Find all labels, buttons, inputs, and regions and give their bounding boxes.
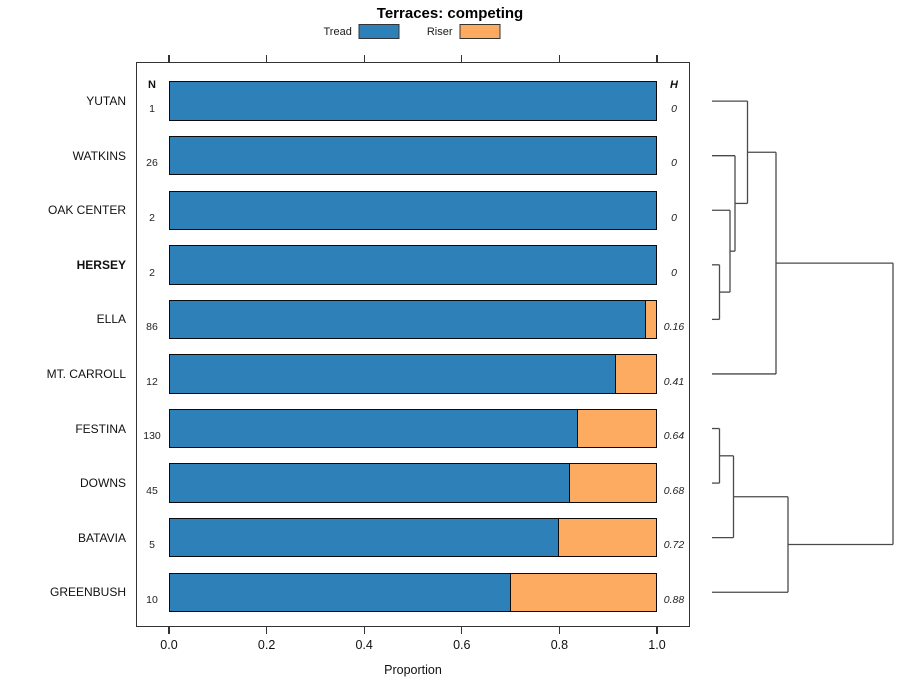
n-value: 2 xyxy=(149,212,155,225)
h-value: 0 xyxy=(671,102,677,115)
axis-tick-bottom xyxy=(363,627,365,634)
n-value: 2 xyxy=(149,266,155,279)
axis-tick-top xyxy=(461,55,463,62)
bar-segment-tread xyxy=(169,245,657,285)
legend-label: Tread xyxy=(323,25,352,38)
h-value: 0.88 xyxy=(663,594,685,607)
n-value: 26 xyxy=(146,157,158,170)
bar-segment-tread xyxy=(169,354,617,394)
category-label: YUTAN xyxy=(86,94,126,109)
x-axis-title: Proportion xyxy=(384,663,442,677)
category-label: GREENBUSH xyxy=(49,585,126,600)
n-value: 5 xyxy=(149,539,155,552)
axis-tick-top xyxy=(363,55,365,62)
legend-item-riser: Riser xyxy=(427,24,501,39)
axis-tick-label: 1.0 xyxy=(648,638,666,652)
n-column-header: N xyxy=(148,78,156,91)
h-value: 0.64 xyxy=(663,430,685,443)
n-value: 10 xyxy=(146,594,158,607)
axis-tick-bottom xyxy=(168,627,170,634)
axis-tick-bottom xyxy=(461,627,463,634)
bar-segment-tread xyxy=(169,517,560,558)
n-value: 86 xyxy=(146,321,158,334)
h-column-header: H xyxy=(670,78,678,91)
n-value: 1 xyxy=(149,102,155,115)
axis-tick-top xyxy=(265,55,268,62)
category-label: HERSEY xyxy=(76,257,126,272)
legend-swatch-riser xyxy=(459,24,501,39)
bar-segment-tread xyxy=(169,81,657,121)
h-value: 0 xyxy=(671,157,677,170)
bar-segment-tread xyxy=(169,135,657,176)
axis-tick-label: 0.2 xyxy=(257,638,276,652)
axis-tick-label: 0.4 xyxy=(355,638,373,652)
legend: Tread Riser xyxy=(324,24,501,39)
legend-swatch-tread xyxy=(358,24,400,39)
bar-segment-tread xyxy=(169,572,511,612)
axis-tick-bottom xyxy=(265,627,268,634)
category-label: DOWNS xyxy=(80,476,126,491)
category-label: MT. CARROLL xyxy=(46,366,126,381)
category-label: BATAVIA xyxy=(77,530,126,545)
category-label: FESTINA xyxy=(75,421,126,436)
legend-item-tread: Tread xyxy=(324,24,400,39)
chart-title: Terraces: competing xyxy=(376,5,524,22)
plot-area-border xyxy=(136,62,690,627)
n-value: 130 xyxy=(143,430,161,443)
h-value: 0.72 xyxy=(663,539,685,552)
bar-segment-tread xyxy=(169,408,578,449)
legend-label: Riser xyxy=(426,25,453,38)
category-label: OAK CENTER xyxy=(47,203,126,218)
category-label: ELLA xyxy=(96,312,126,327)
axis-tick-bottom xyxy=(656,627,658,634)
axis-tick-label: 0.6 xyxy=(453,638,471,652)
axis-tick-bottom xyxy=(558,627,561,634)
category-label: WATKINS xyxy=(72,148,126,163)
h-value: 0.41 xyxy=(663,375,685,388)
bar-segment-tread xyxy=(169,299,646,340)
bar-segment-tread xyxy=(169,190,657,230)
axis-tick-top xyxy=(558,55,561,62)
axis-tick-top xyxy=(168,55,170,62)
h-value: 0 xyxy=(671,266,677,279)
axis-tick-top xyxy=(656,55,658,62)
n-value: 45 xyxy=(146,484,158,497)
axis-tick-label: 0.8 xyxy=(550,638,569,652)
axis-tick-label: 0.0 xyxy=(160,638,178,652)
n-value: 12 xyxy=(146,375,158,388)
bar-segment-tread xyxy=(169,463,571,503)
h-value: 0.16 xyxy=(663,321,685,334)
h-value: 0 xyxy=(671,212,677,225)
h-value: 0.68 xyxy=(663,484,685,497)
